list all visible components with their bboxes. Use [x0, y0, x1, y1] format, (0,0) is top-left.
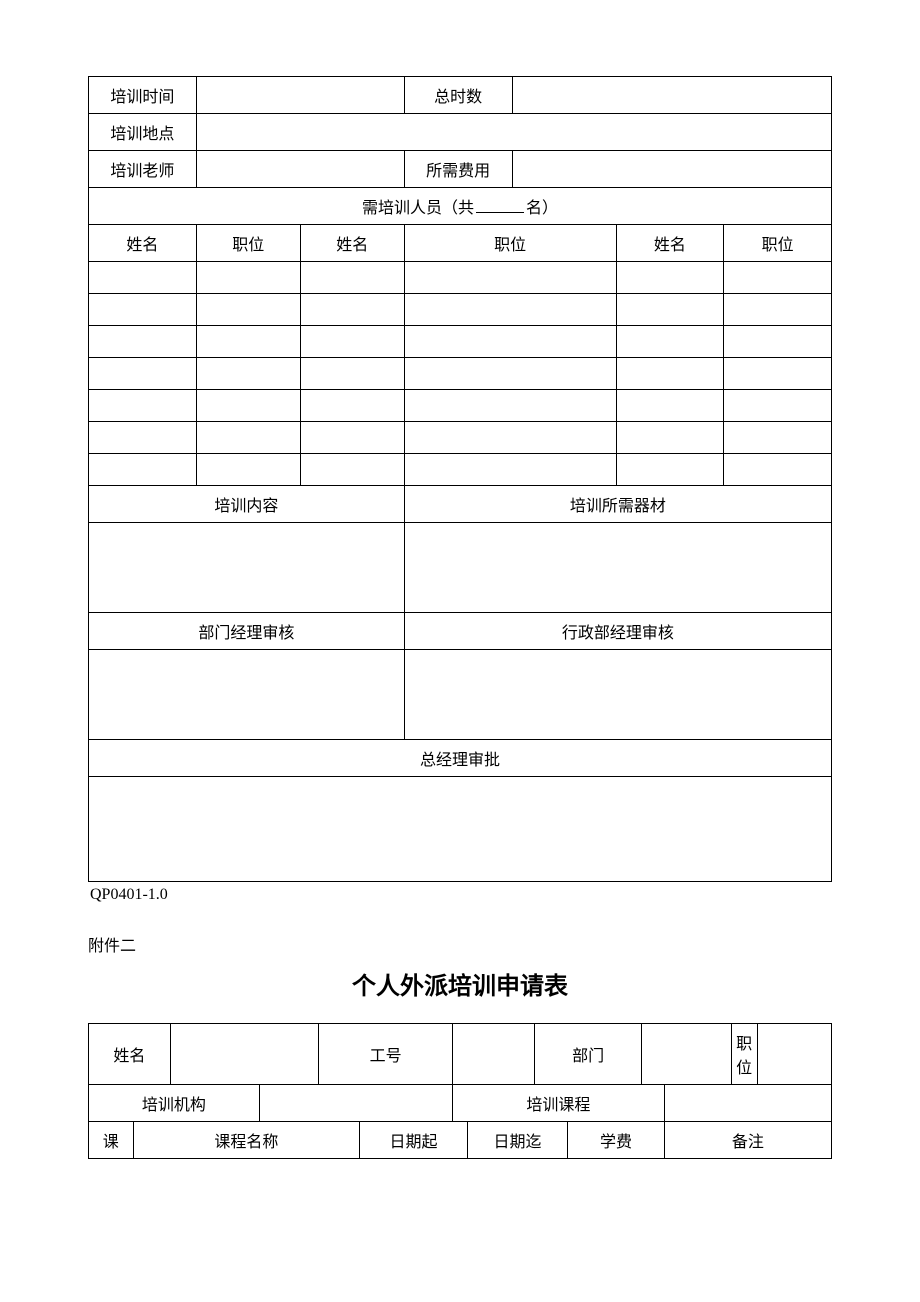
personal-training-form-table: 姓名 工号 部门 职位 培训机构 培训课程 课 课程名称 日期起 日期迄 学费 …	[88, 1023, 832, 1159]
course-value[interactable]	[664, 1085, 831, 1122]
trainee-cell[interactable]	[300, 454, 404, 486]
remark-header: 备注	[664, 1122, 831, 1159]
cost-label: 所需费用	[404, 151, 512, 188]
equipment-value[interactable]	[404, 523, 831, 613]
trainee-cell[interactable]	[724, 422, 832, 454]
training-content-header: 培训内容	[89, 486, 405, 523]
form2-title: 个人外派培训申请表	[88, 966, 832, 1001]
training-teacher-label: 培训老师	[89, 151, 197, 188]
trainee-cell[interactable]	[196, 358, 300, 390]
gm-approval-value[interactable]	[89, 777, 832, 882]
trainee-cell[interactable]	[89, 390, 197, 422]
trainee-cell[interactable]	[89, 294, 197, 326]
trainee-cell[interactable]	[196, 390, 300, 422]
gm-approval-header: 总经理审批	[89, 740, 832, 777]
org-label: 培训机构	[89, 1085, 260, 1122]
trainee-cell[interactable]	[616, 294, 724, 326]
trainee-cell[interactable]	[89, 422, 197, 454]
trainee-cell[interactable]	[724, 454, 832, 486]
trainee-cell[interactable]	[196, 326, 300, 358]
name-value[interactable]	[170, 1024, 319, 1085]
doc-code: QP0401-1.0	[90, 886, 832, 904]
trainee-cell[interactable]	[616, 262, 724, 294]
id-value[interactable]	[453, 1024, 535, 1085]
trainee-cell[interactable]	[300, 358, 404, 390]
trainees-header: 需培训人员（共 名）	[89, 188, 832, 225]
trainee-cell[interactable]	[724, 390, 832, 422]
course-name-header: 课程名称	[133, 1122, 360, 1159]
trainee-cell[interactable]	[724, 358, 832, 390]
trainee-cell[interactable]	[89, 454, 197, 486]
training-teacher-value[interactable]	[196, 151, 404, 188]
trainee-cell[interactable]	[616, 390, 724, 422]
trainee-cell[interactable]	[404, 326, 616, 358]
org-value[interactable]	[259, 1085, 452, 1122]
position-value[interactable]	[757, 1024, 831, 1085]
trainee-cell[interactable]	[89, 326, 197, 358]
cost-value[interactable]	[512, 151, 832, 188]
trainee-cell[interactable]	[404, 422, 616, 454]
trainee-cell[interactable]	[89, 358, 197, 390]
position-label: 职位	[731, 1024, 757, 1085]
total-hours-value[interactable]	[512, 77, 832, 114]
trainee-cell[interactable]	[300, 326, 404, 358]
trainee-cell[interactable]	[300, 422, 404, 454]
admin-review-header: 行政部经理审核	[404, 613, 831, 650]
trainee-cell[interactable]	[404, 262, 616, 294]
trainee-cell[interactable]	[404, 454, 616, 486]
training-content-value[interactable]	[89, 523, 405, 613]
name-header-2: 姓名	[300, 225, 404, 262]
equipment-header: 培训所需器材	[404, 486, 831, 523]
trainee-cell[interactable]	[196, 422, 300, 454]
trainee-cell[interactable]	[89, 262, 197, 294]
training-time-value[interactable]	[196, 77, 404, 114]
total-hours-label: 总时数	[404, 77, 512, 114]
name-header-3: 姓名	[616, 225, 724, 262]
training-form-table: 培训时间 总时数 培训地点 培训老师 所需费用 需培训人员（共名） 姓名 职位 …	[88, 76, 832, 882]
trainee-cell[interactable]	[300, 294, 404, 326]
trainee-cell[interactable]	[196, 262, 300, 294]
fee-header: 学费	[568, 1122, 665, 1159]
id-label: 工号	[319, 1024, 453, 1085]
trainee-cell[interactable]	[616, 454, 724, 486]
position-header-1: 职位	[196, 225, 300, 262]
trainee-cell[interactable]	[300, 262, 404, 294]
trainee-cell[interactable]	[724, 294, 832, 326]
trainees-count-blank[interactable]	[476, 197, 524, 213]
trainee-cell[interactable]	[404, 390, 616, 422]
trainee-cell[interactable]	[404, 294, 616, 326]
dept-label: 部门	[534, 1024, 642, 1085]
attachment-label: 附件二	[88, 932, 832, 956]
trainee-cell[interactable]	[724, 326, 832, 358]
position-header-2: 职位	[404, 225, 616, 262]
trainee-cell[interactable]	[616, 422, 724, 454]
name-label: 姓名	[89, 1024, 171, 1085]
trainee-cell[interactable]	[616, 326, 724, 358]
dept-value[interactable]	[642, 1024, 731, 1085]
trainee-cell[interactable]	[300, 390, 404, 422]
date-from-header: 日期起	[360, 1122, 468, 1159]
dept-review-header: 部门经理审核	[89, 613, 405, 650]
trainee-cell[interactable]	[404, 358, 616, 390]
training-location-value[interactable]	[196, 114, 831, 151]
course-col-header: 课	[89, 1122, 134, 1159]
training-location-label: 培训地点	[89, 114, 197, 151]
trainee-cell[interactable]	[616, 358, 724, 390]
position-header-3: 职位	[724, 225, 832, 262]
training-time-label: 培训时间	[89, 77, 197, 114]
trainees-suffix: 名）	[526, 200, 558, 217]
trainee-cell[interactable]	[196, 294, 300, 326]
dept-review-value[interactable]	[89, 650, 405, 740]
admin-review-value[interactable]	[404, 650, 831, 740]
trainee-cell[interactable]	[724, 262, 832, 294]
trainees-prefix: 需培训人员（共	[362, 200, 474, 217]
name-header-1: 姓名	[89, 225, 197, 262]
date-to-header: 日期迄	[467, 1122, 567, 1159]
course-label: 培训课程	[453, 1085, 665, 1122]
trainee-cell[interactable]	[196, 454, 300, 486]
